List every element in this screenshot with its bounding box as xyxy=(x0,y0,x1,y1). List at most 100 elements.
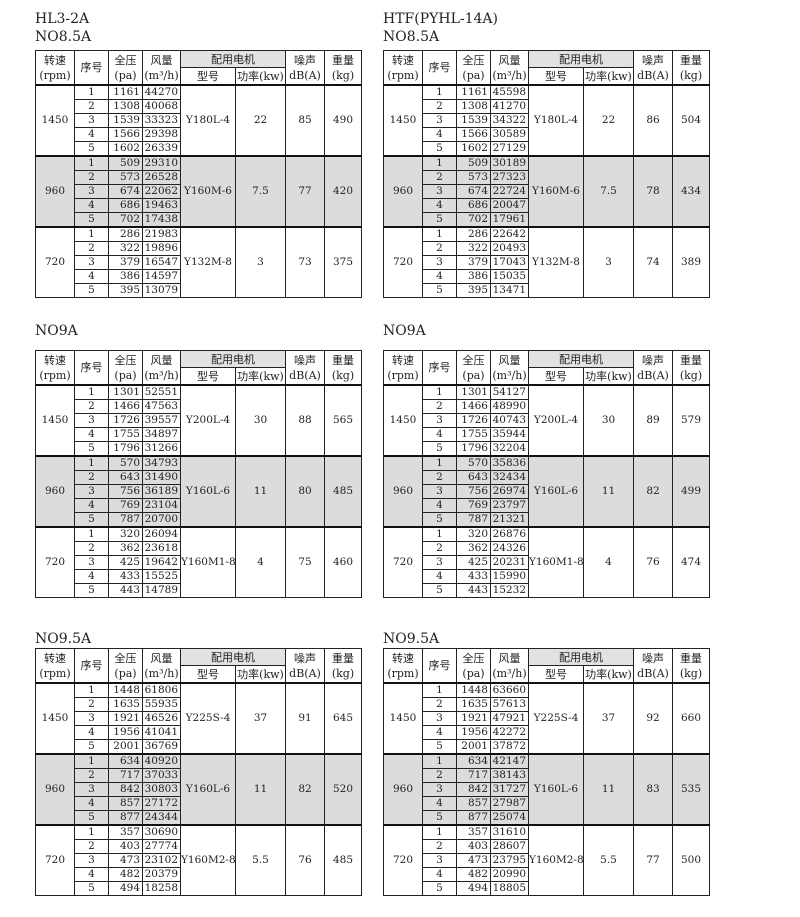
motor-power-cell: 7.5 xyxy=(583,155,634,228)
table-row: 1450 1 1448 61806 Y225S-4 37 91 645 xyxy=(35,682,362,755)
table-row: 2 573 26528 xyxy=(36,170,362,185)
header-flow-label: 风量 xyxy=(150,353,173,367)
seq-cell: 3 xyxy=(422,853,457,868)
seq-cell: 2 xyxy=(422,470,457,485)
pressure-cell: 1602 xyxy=(108,141,143,157)
table-row: 2 1466 47563 xyxy=(36,399,362,414)
seq-cell: 4 xyxy=(422,725,457,740)
seq-cell: 3 xyxy=(422,113,457,128)
header-rpm-label: 转速 xyxy=(44,53,66,67)
flow-cell: 54127 xyxy=(490,384,529,400)
flow-cell: 48990 xyxy=(490,399,529,414)
pressure-cell: 686 xyxy=(108,198,143,213)
flow-cell: 31490 xyxy=(142,470,181,485)
weight-cell: 375 xyxy=(324,226,362,298)
pressure-cell: 1566 xyxy=(456,127,491,142)
header-weight-label: 重量 xyxy=(680,353,702,367)
pressure-cell: 425 xyxy=(108,555,143,570)
rpm-cell: 960 xyxy=(383,455,423,528)
seq-cell: 1 xyxy=(74,155,109,171)
table-row: 4 1566 29398 xyxy=(36,127,362,142)
spec-table: 转速 (rpm) 序号 全压 (pa) 风量 (m³/h) 配用电机 噪声 dB(A) 重量 (kg)… xyxy=(383,50,710,298)
flow-cell: 20700 xyxy=(142,512,181,528)
table-row: 5 395 13079 xyxy=(36,283,362,298)
header-rpm: 转速 (rpm) xyxy=(383,648,423,684)
motor-power-cell: 30 xyxy=(235,384,286,457)
header-pressure: 全压 (pa) xyxy=(108,350,143,386)
pressure-cell: 379 xyxy=(108,255,143,270)
flow-cell: 26876 xyxy=(490,526,529,542)
seq-cell: 1 xyxy=(74,226,109,242)
table-row: 3 1726 39557 xyxy=(36,413,362,428)
seq-cell: 3 xyxy=(422,484,457,499)
motor-power-cell: 3 xyxy=(235,226,286,298)
pressure-cell: 769 xyxy=(108,498,143,513)
header-noise-unit: dB(A) xyxy=(289,68,321,82)
pressure-cell: 386 xyxy=(456,269,491,284)
header-noise-label: 噪声 xyxy=(642,53,664,67)
seq-cell: 2 xyxy=(74,697,109,712)
table-row: 1450 1 1301 52551 Y200L-4 30 88 565 xyxy=(35,384,362,457)
table-row: 5 702 17961 xyxy=(384,212,710,228)
flow-cell: 22062 xyxy=(142,184,181,199)
flow-cell: 47563 xyxy=(142,399,181,414)
seq-cell: 4 xyxy=(422,796,457,811)
size-title: NO8.5A xyxy=(383,29,440,45)
noise-cell: 91 xyxy=(285,682,325,755)
seq-cell: 1 xyxy=(74,753,109,769)
seq-cell: 5 xyxy=(422,141,457,157)
header-pressure-label: 全压 xyxy=(114,353,137,367)
pressure-cell: 877 xyxy=(108,810,143,826)
pressure-cell: 443 xyxy=(108,583,143,598)
weight-cell: 499 xyxy=(672,455,710,528)
pressure-cell: 322 xyxy=(456,241,491,256)
pressure-cell: 395 xyxy=(456,283,491,298)
rpm-cell: 720 xyxy=(383,824,423,896)
pressure-cell: 1466 xyxy=(456,399,491,414)
pressure-cell: 674 xyxy=(108,184,143,199)
header-pressure-label: 全压 xyxy=(462,353,485,367)
rpm-cell: 720 xyxy=(35,824,75,896)
spec-block: NO9A 转速 (rpm) 序号 全压 (pa) 风量 (m³/h) 配用电机 噪声 dB(A) 重量… xyxy=(35,322,362,598)
flow-cell: 20990 xyxy=(490,867,529,882)
flow-cell: 35836 xyxy=(490,455,529,471)
flow-cell: 46526 xyxy=(142,711,181,726)
header-flow: 风量 (m³/h) xyxy=(142,350,181,386)
flow-cell: 36769 xyxy=(142,739,181,755)
seq-cell: 5 xyxy=(74,283,109,298)
table-row: 4 686 20047 xyxy=(384,198,710,213)
weight-cell: 579 xyxy=(672,384,710,457)
motor-power-cell: 4 xyxy=(583,526,634,598)
table-row: 960 1 509 30189 Y160M-6 7.5 78 434 xyxy=(383,155,710,228)
seq-cell: 4 xyxy=(422,427,457,442)
noise-cell: 92 xyxy=(633,682,673,755)
header-flow: 风量 (m³/h) xyxy=(142,50,181,86)
motor-power-cell: 3 xyxy=(583,226,634,298)
pressure-cell: 756 xyxy=(108,484,143,499)
spec-table: 转速 (rpm) 序号 全压 (pa) 风量 (m³/h) 配用电机 噪声 dB(A) 重量 (kg)… xyxy=(35,50,362,298)
pressure-cell: 1308 xyxy=(108,99,143,114)
flow-cell: 55935 xyxy=(142,697,181,712)
flow-cell: 30189 xyxy=(490,155,529,171)
motor-model-cell: Y160L-6 xyxy=(528,753,584,826)
motor-model-cell: Y180L-4 xyxy=(180,84,236,157)
seq-cell: 4 xyxy=(74,269,109,284)
pressure-cell: 643 xyxy=(108,470,143,485)
pressure-cell: 425 xyxy=(456,555,491,570)
pressure-cell: 473 xyxy=(108,853,143,868)
header-weight: 重量 (kg) xyxy=(672,50,710,86)
header-rpm: 转速 (rpm) xyxy=(35,50,75,86)
header-noise-label: 噪声 xyxy=(294,353,316,367)
header-noise-unit: dB(A) xyxy=(637,368,669,382)
flow-cell: 20231 xyxy=(490,555,529,570)
pressure-cell: 443 xyxy=(456,583,491,598)
header-flow-label: 风量 xyxy=(498,353,521,367)
seq-cell: 3 xyxy=(422,184,457,199)
table-row: 5 494 18805 xyxy=(384,881,710,896)
header-noise-unit: dB(A) xyxy=(289,666,321,680)
flow-cell: 34793 xyxy=(142,455,181,471)
flow-cell: 27774 xyxy=(142,839,181,854)
table-row: 720 1 286 21983 Y132M-8 3 73 375 xyxy=(35,226,362,298)
flow-cell: 15990 xyxy=(490,569,529,584)
weight-cell: 474 xyxy=(672,526,710,598)
